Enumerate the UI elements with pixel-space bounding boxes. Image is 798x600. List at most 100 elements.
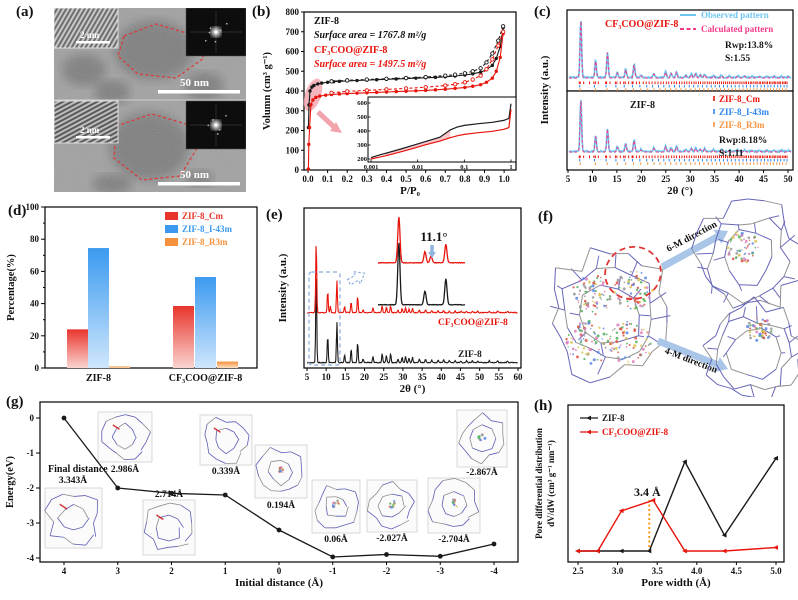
energy-profile-chart: 0 -1 -2 -3 -4 4 3 2 1 0 -1 -2 -3 -4 3.343Å 2.986Å 2.714Å… xyxy=(0,390,530,600)
x-tick-label: 3 xyxy=(116,566,121,576)
panel-g-energy: (g) 0 -1 -2 -3 -4 4 3 2 1 0 -1 -2 -3 -4 3.343Å 2.986Å 2.… xyxy=(0,390,530,600)
scale-bar-label: 50 nm xyxy=(180,77,209,89)
inset-scale-label: 2 nm xyxy=(80,30,100,40)
phase-legend-label: ZIF-8_R3m xyxy=(719,120,765,130)
legend-swatch xyxy=(165,238,178,246)
guest-molecule-cluster xyxy=(565,320,609,365)
y-tick-label: 800 xyxy=(286,7,300,17)
x-tick-label: 2 xyxy=(169,566,174,576)
x-tick-label: 50 xyxy=(784,174,794,184)
x-tick-label: 40 xyxy=(437,372,447,382)
x-tick-label: 15 xyxy=(341,372,351,382)
x-tick-label: 20 xyxy=(360,372,370,382)
legend-label: Calculated pattern xyxy=(701,24,773,34)
panel-label-c: (c) xyxy=(534,4,551,21)
x-tick-label: -1 xyxy=(329,566,337,576)
inset-scale-label: 2 nm xyxy=(80,125,100,135)
y-tick-label: 400 xyxy=(286,86,300,96)
legend-label: ZIF-8_R3m xyxy=(182,237,228,247)
y-tick-label: -4 xyxy=(27,553,35,563)
structure-inset xyxy=(98,412,152,462)
panel-label-g: (g) xyxy=(6,394,24,411)
x-tick-label: 40 xyxy=(735,174,745,184)
distance-label: 0.194Å xyxy=(267,499,295,511)
pore-annotation: 3.4 Å xyxy=(634,485,661,499)
y-tick-label: 100 xyxy=(286,145,300,155)
stat-label: S:1.11 xyxy=(719,149,744,159)
annotation: ZIF-8 xyxy=(314,16,339,27)
category-label: CF₃COO@ZIF-8 xyxy=(169,373,242,384)
x-tick-label: 0.6 xyxy=(420,174,432,184)
inset-tick-label: 0.01 xyxy=(412,164,423,171)
x-tick-label: 0 xyxy=(277,566,282,576)
scale-bar-label: 50 nm xyxy=(180,169,209,181)
framework-diagram: 6-M direction4-M direction xyxy=(530,195,798,397)
panel-label-e: (e) xyxy=(266,207,283,224)
y-tick-label: -1 xyxy=(27,448,35,458)
panel-d-bars: (d) 0 20 40 60 80 100 ZIF-8 CF₃COO@ZIF-8 ZIF-8_C… xyxy=(0,195,262,395)
x-tick-label: 0.4 xyxy=(381,174,393,184)
y-axis-label: Energy(eV) xyxy=(5,456,16,508)
panel-a-tem: (a) 2 nm 2 nm 50 nm 50 nm xyxy=(0,0,250,195)
scale-bar xyxy=(158,182,240,186)
panel-f-structures: (f) 6-M direction 4-M direction xyxy=(530,195,798,397)
structure-inset xyxy=(143,500,195,555)
structure-inset xyxy=(312,480,360,533)
inset-tick-label: 500 xyxy=(357,114,367,121)
legend-label: Observed pattern xyxy=(701,10,769,20)
x-tick-label: -4 xyxy=(490,566,498,576)
x-tick-label: 15 xyxy=(612,174,622,184)
inset-tick-label: 400 xyxy=(357,128,367,135)
structure-inset xyxy=(367,480,417,532)
inset-tick-label: 1 xyxy=(509,164,512,171)
annotation: Surface area = 1497.5 m²/g xyxy=(314,59,426,70)
tem-micrograph: 2 nm 2 nm 50 nm 50 nm xyxy=(54,8,246,192)
subpanel-title: CF₃COO@ZIF-8 xyxy=(605,19,678,30)
y-tick-label: 600 xyxy=(286,47,300,57)
inset-tick-label: 0.1 xyxy=(460,164,468,171)
y-tick-label: 20 xyxy=(30,331,40,341)
y-tick-label: 100 xyxy=(26,202,40,212)
pore-distribution-chart: 2.5 3.0 3.5 4.0 4.5 5.0 3.4 Å ZIF-8 CF₃COO@ZIF-8… xyxy=(530,390,798,600)
structure-inset xyxy=(200,415,252,465)
x-tick-label: 0.1 xyxy=(322,174,334,184)
distance-label: 0.339Å xyxy=(212,465,240,477)
y-tick-label: 40 xyxy=(30,299,40,309)
structure-inset xyxy=(457,410,507,467)
bar-ZIF-8_I-43m xyxy=(195,277,216,368)
category-label: ZIF-8 xyxy=(86,373,111,384)
inset-tick-label: 600 xyxy=(357,100,367,107)
y-tick-label: 500 xyxy=(286,66,300,76)
legend-label: CF₃COO@ZIF-8 xyxy=(602,427,669,437)
x-tick-label: 0.2 xyxy=(342,174,354,184)
x-tick-label: 10 xyxy=(322,372,332,382)
distance-label: 2.986Å xyxy=(111,463,139,475)
panel-h-pore: (h) 2.5 3.0 3.5 4.0 4.5 5.0 3.4 Å ZIF-8 CF₃COO@Z… xyxy=(530,390,798,600)
x-tick-label: 35 xyxy=(710,174,720,184)
guest-molecule-cluster xyxy=(726,231,758,263)
panel-label-b: (b) xyxy=(252,4,270,21)
x-tick-label: 50 xyxy=(475,372,485,382)
x-tick-label: 5.0 xyxy=(770,566,782,576)
x-tick-label: 0.5 xyxy=(400,174,412,184)
bar-ZIF-8_Cm xyxy=(67,329,88,368)
x-tick-label: 35 xyxy=(418,372,428,382)
y-tick-label: 0 xyxy=(295,165,300,175)
x-tick-label: 0.7 xyxy=(440,174,452,184)
x-tick-label: 25 xyxy=(379,372,389,382)
y-tick-label: -3 xyxy=(27,518,35,528)
x-tick-label: 55 xyxy=(494,372,504,382)
y-axis-label: Intensity (a.u.) xyxy=(539,55,551,124)
bar-ZIF-8_R3m xyxy=(109,366,130,368)
y-tick-label: -2 xyxy=(27,483,35,493)
heading-label: Final distance xyxy=(48,464,108,475)
structure-inset xyxy=(255,445,307,498)
stat-label: Rwp:13.8% xyxy=(725,41,773,51)
series-label: CF₃COO@ZIF-8 xyxy=(438,318,508,328)
x-tick-label: 10 xyxy=(588,174,598,184)
x-tick-label: 5 xyxy=(305,372,310,382)
x-tick-label: 4.5 xyxy=(731,566,743,576)
x-tick-label: -2 xyxy=(383,566,391,576)
x-tick-label: 60 xyxy=(514,372,524,382)
x-tick-label: 20 xyxy=(637,174,647,184)
